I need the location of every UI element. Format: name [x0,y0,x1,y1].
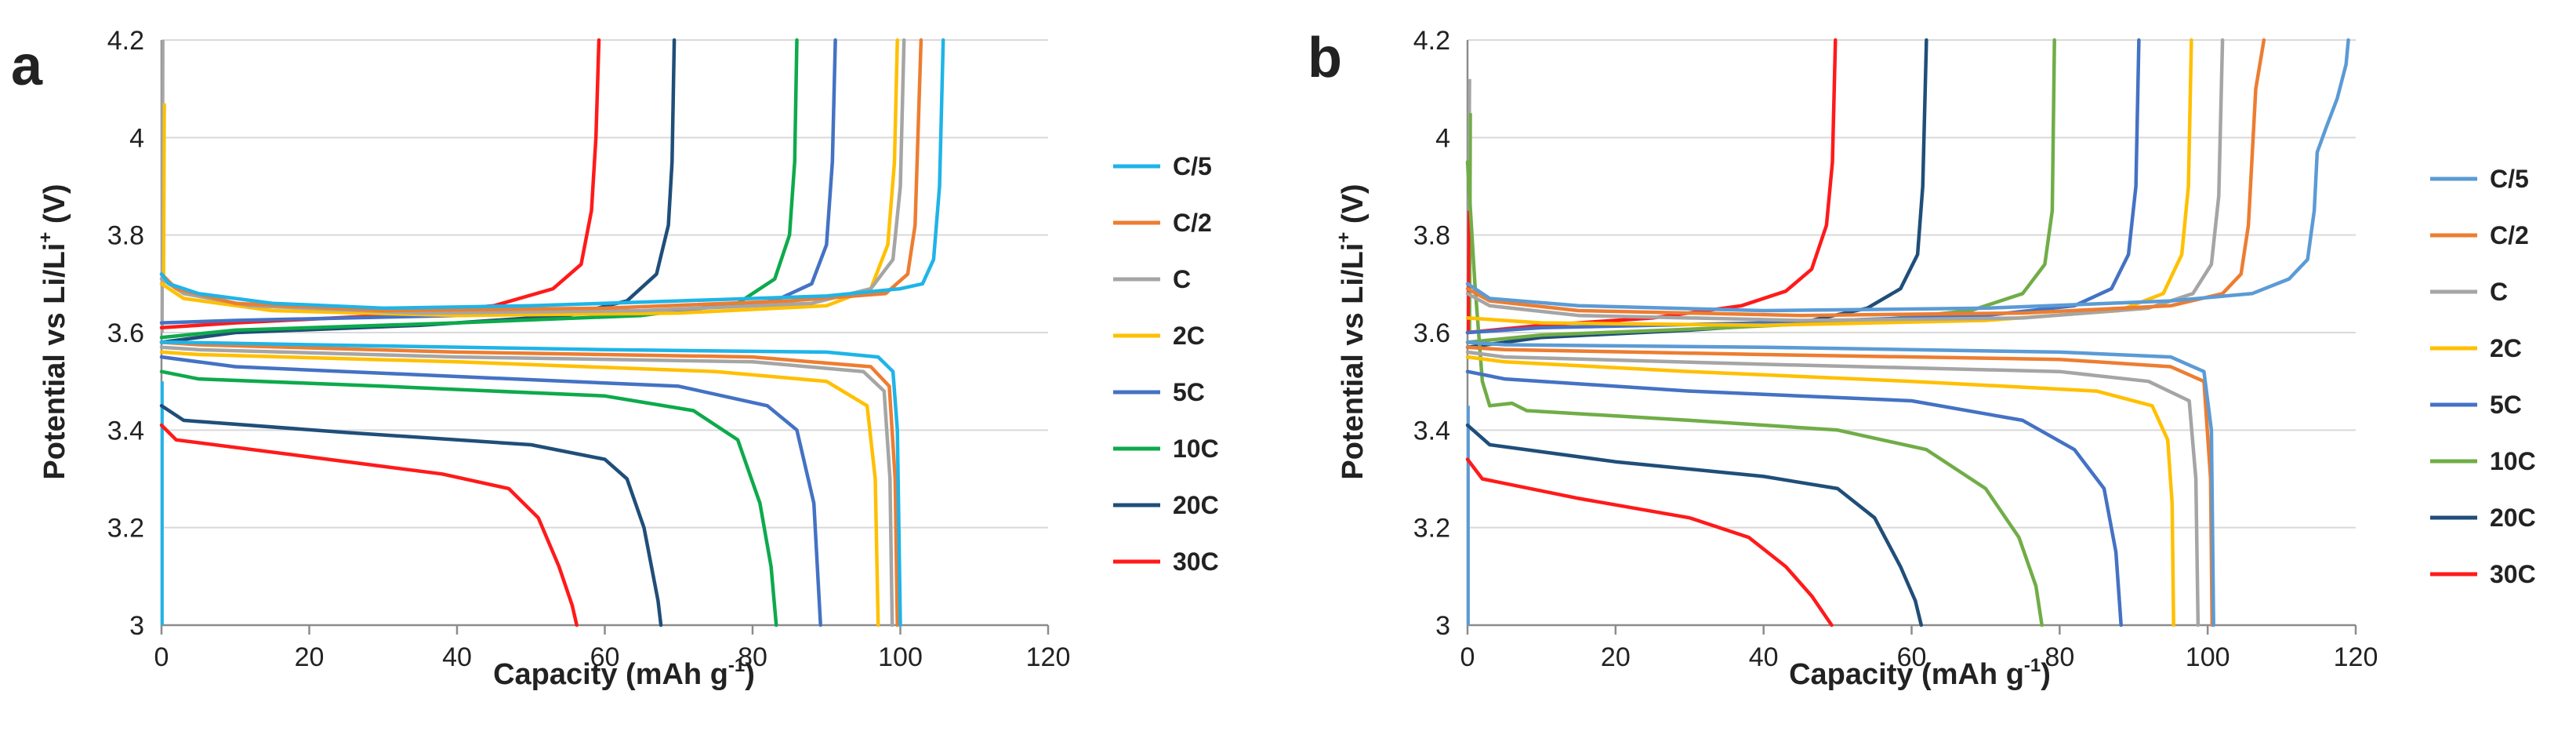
x-tick-label: 40 [442,642,472,672]
series-2c-charge-line [159,38,899,318]
series-c-5-discharge-line [159,340,902,628]
legend: C/5 C/2 C 2C 5C 10C 20C 30C [2430,165,2536,588]
series-2c-discharge-line [1465,355,2175,628]
y-tick-label: 3.4 [1413,416,1450,446]
x-axis-label: Capacity (mAh g-1) [1789,655,2051,691]
legend-label-30c: 30C [1173,547,1219,576]
legend-label-2c: 2C [2490,334,2522,362]
series-c-2-charge-line [1465,38,2266,318]
x-tick-label: 100 [2186,642,2230,672]
series-20c-discharge-line [159,404,663,628]
x-tick-label: 0 [154,642,169,672]
series-30c-discharge-line [1465,457,1834,628]
series-2c-discharge-line [159,350,880,628]
x-tick-label: 120 [2334,642,2378,672]
series-c-5-charge-line [159,38,945,311]
y-tick-labels: 3 3.2 3.4 3.6 3.8 4 4.2 [1413,26,1450,641]
series-10c-charge-line [1465,38,2056,344]
panel-a: a 0 20 40 60 80 100 120 3 3.2 3.4 3.6 3.8 4 4.2 Capa… [11,26,1219,691]
legend: C/5 C/2 C 2C 5C 10C 20C 30C [1113,152,1219,576]
legend-label-c: C [1173,265,1191,293]
legend-label-10c: 10C [2490,447,2536,475]
x-tick-label: 40 [1749,642,1779,672]
y-tick-label: 4.2 [107,26,144,56]
x-tick-label: 60 [1897,642,1927,672]
legend-label-30c: 30C [2490,560,2536,588]
series-5c-charge-line [1465,38,2141,335]
y-tick-label: 3.2 [107,514,144,544]
y-axis-label: Potential vs Li/Li+ (V) [35,184,71,479]
x-axis-label: Capacity (mAh g-1) [493,655,755,691]
panel-b: b 0 20 40 60 80 100 120 3 3.2 3.4 3.6 3.8 4 4.2 Capa… [1308,26,2536,691]
x-tick-label: 20 [295,642,325,672]
y-axis-label: Potential vs Li/Li+ (V) [1333,184,1370,479]
series-30c-discharge-line [159,423,579,628]
series-lines [159,38,945,628]
legend-label-20c: 20C [2490,504,2536,532]
x-tick-label: 60 [590,642,620,672]
x-tick-label: 0 [1460,642,1475,672]
series-c-discharge-line [159,345,894,628]
y-tick-label: 3 [129,611,144,641]
legend-label-c-2: C/2 [1173,209,1212,237]
axes [160,40,1050,635]
x-tick-labels: 0 20 40 60 80 100 120 [154,642,1071,672]
series-c-5-charge-line [1465,38,2350,313]
legend-label-5c: 5C [1173,378,1205,406]
x-tick-label: 80 [2044,642,2074,672]
series-30c-charge-line [1465,38,1838,335]
series-10c-discharge-line [159,369,778,628]
series-10c-discharge-line [1465,160,2044,628]
series-c-2-charge-line [159,38,923,313]
x-tick-label: 100 [878,642,923,672]
series-c-2-discharge-line [1465,345,2215,628]
series-20c-discharge-line [1465,423,1924,628]
y-tick-label: 3 [1435,611,1450,641]
series-5c-charge-line [159,38,837,325]
series-c-5-discharge-line [1465,340,2215,628]
y-tick-label: 3.8 [107,221,144,251]
series-lines [1465,38,2350,628]
relaxation-segment [1466,210,1471,333]
series-5c-discharge-line [159,355,822,628]
legend-label-5c: 5C [2490,391,2522,419]
series-5c-discharge-line [1465,369,2123,628]
y-tick-label: 3.6 [107,318,144,348]
y-tick-label: 4 [1435,123,1450,153]
y-tick-label: 4 [129,123,144,153]
series-c-charge-line [1465,38,2225,322]
legend-label-c-5: C/5 [2490,165,2529,193]
series-c-discharge-line [1465,350,2200,628]
legend-label-20c: 20C [1173,491,1219,519]
x-tick-label: 120 [1026,642,1071,672]
legend-label-c-5: C/5 [1173,152,1212,180]
y-tick-label: 3.6 [1413,318,1450,348]
panel-letter-a: a [11,35,43,97]
y-tick-label: 3.4 [107,416,144,446]
series-c-2-discharge-line [159,340,899,628]
x-tick-label: 80 [738,642,767,672]
legend-label-10c: 10C [1173,435,1219,463]
y-tick-label: 3.2 [1413,514,1450,544]
relaxation-segment [161,103,166,284]
legend-label-c: C [2490,278,2508,306]
y-tick-label: 3.8 [1413,221,1450,251]
y-tick-label: 4.2 [1413,26,1450,56]
legend-label-2c: 2C [1173,322,1205,350]
series-30c-charge-line [159,38,601,330]
x-tick-labels: 0 20 40 60 80 100 120 [1460,642,2378,672]
axes [1466,40,2357,635]
legend-label-c-2: C/2 [2490,221,2529,249]
x-tick-label: 20 [1601,642,1631,672]
panel-letter-b: b [1308,27,1342,89]
series-10c-charge-line [159,38,799,340]
y-tick-labels: 3 3.2 3.4 3.6 3.8 4 4.2 [107,26,144,641]
